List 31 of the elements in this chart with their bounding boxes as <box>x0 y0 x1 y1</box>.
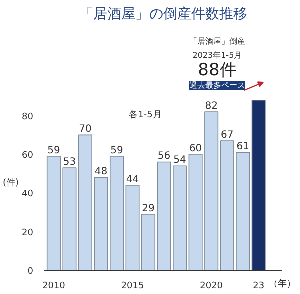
chart-title: 「居酒屋」の倒産件数推移 <box>80 6 248 22</box>
y-tick-label: 40 <box>22 190 34 200</box>
data-label: 56 <box>158 151 171 162</box>
y-tick-label: 60 <box>22 151 34 161</box>
text: 88件 <box>198 60 237 80</box>
y-tick-label: 20 <box>22 228 34 238</box>
bar <box>252 100 266 270</box>
data-label: 53 <box>63 157 76 168</box>
data-label: 59 <box>110 145 124 156</box>
x-tick-label: 2010 <box>42 282 66 292</box>
text: 「居酒屋」倒産 <box>189 37 246 46</box>
annotation: 各1-5月 <box>129 110 162 120</box>
data-label: 48 <box>94 166 108 178</box>
text: 過去最多ペース <box>189 81 246 90</box>
data-label: 59 <box>48 145 60 156</box>
data-label: 67 <box>220 130 234 141</box>
text: 2023年1-5月 <box>192 51 242 60</box>
data-label: 60 <box>189 144 202 154</box>
data-label: 82 <box>205 100 218 112</box>
data-label: 70 <box>79 124 92 136</box>
x-tick-label: 23 <box>253 282 265 292</box>
data-label: 29 <box>142 203 155 214</box>
data-label: 54 <box>174 155 186 166</box>
data-label: 61 <box>236 142 250 153</box>
x-tick-label: 2020 <box>200 282 224 292</box>
x-tick-label: 2015 <box>121 282 144 292</box>
data-label: 44 <box>126 174 140 186</box>
y-tick-label: 0 <box>28 267 34 277</box>
x-axis-title: （年） <box>269 278 296 290</box>
y-tick-label: 80 <box>22 112 34 122</box>
y-axis-title: (件) <box>3 178 20 188</box>
